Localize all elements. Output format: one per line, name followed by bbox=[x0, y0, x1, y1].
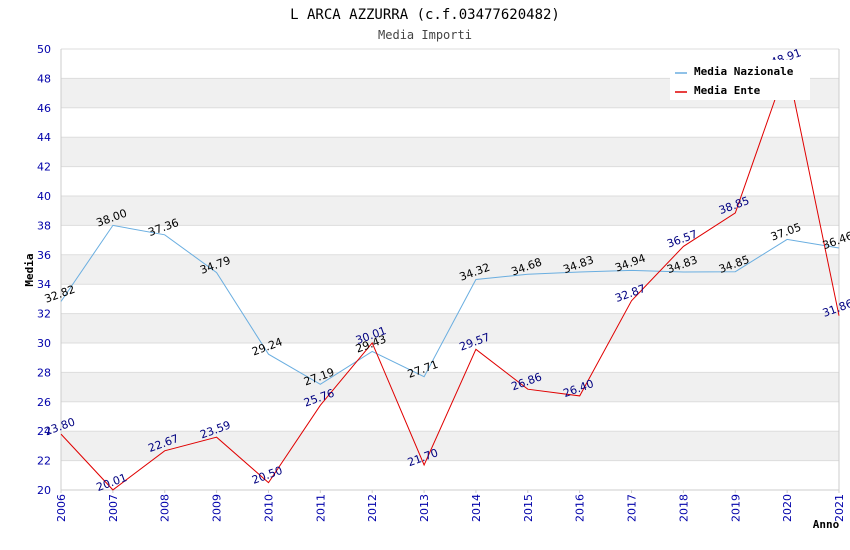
data-label: 20.01 bbox=[95, 471, 129, 494]
y-tick-label: 24 bbox=[37, 425, 51, 438]
x-tick-label: 2019 bbox=[729, 494, 742, 522]
x-tick-label: 2020 bbox=[781, 494, 794, 522]
x-tick-label: 2010 bbox=[262, 494, 275, 522]
axes bbox=[60, 49, 840, 491]
grid-band bbox=[61, 254, 839, 285]
x-tick-label: 2009 bbox=[211, 494, 224, 522]
grid-band bbox=[61, 372, 839, 402]
y-tick-label: 48 bbox=[37, 72, 51, 85]
x-tick-label: 2021 bbox=[833, 494, 846, 522]
y-tick-label: 42 bbox=[37, 161, 51, 174]
x-tick-label: 2007 bbox=[107, 494, 120, 522]
x-axis-label: Anno bbox=[813, 518, 840, 531]
x-tick-label: 2015 bbox=[522, 494, 535, 522]
series-line-media-nazionale bbox=[60, 224, 840, 385]
legend-label-media-nazionale: Media Nazionale bbox=[694, 65, 794, 78]
x-tick-label: 2012 bbox=[366, 494, 379, 522]
data-label: 20.50 bbox=[250, 464, 284, 487]
y-tick-label: 36 bbox=[37, 249, 51, 262]
x-axis-ticks: 2006 2007 2008 2009 2010 2011 2012 2013 2014 2015… bbox=[55, 490, 846, 522]
y-tick-label: 22 bbox=[37, 455, 51, 468]
y-tick-label: 20 bbox=[37, 484, 51, 497]
data-label: 36.46 bbox=[821, 229, 850, 252]
series-line-media-ente bbox=[60, 63, 840, 491]
y-tick-label: 44 bbox=[37, 131, 51, 144]
chart-subtitle: Media Importi bbox=[378, 28, 472, 42]
grid-band bbox=[61, 431, 839, 461]
x-tick-label: 2013 bbox=[418, 494, 431, 522]
legend: Media Nazionale Media Ente bbox=[670, 60, 810, 100]
legend-label-media-ente: Media Ente bbox=[694, 84, 761, 97]
x-tick-label: 2016 bbox=[574, 494, 587, 522]
grid-band bbox=[61, 137, 839, 167]
grid-bands bbox=[61, 78, 839, 461]
y-tick-label: 26 bbox=[37, 396, 51, 409]
x-tick-label: 2011 bbox=[314, 494, 327, 522]
y-tick-label: 30 bbox=[37, 337, 51, 350]
chart-title: L ARCA AZZURRA (c.f.03477620482) bbox=[290, 7, 560, 23]
y-axis-label: Media bbox=[23, 253, 36, 286]
x-tick-label: 2008 bbox=[159, 494, 172, 522]
legend-box bbox=[670, 60, 810, 100]
y-tick-label: 50 bbox=[37, 43, 51, 56]
x-tick-label: 2017 bbox=[626, 494, 639, 522]
x-tick-label: 2014 bbox=[470, 494, 483, 522]
y-axis-ticks: 20 22 24 26 28 30 32 34 36 38 40 42 44 46 48 50 bbox=[37, 43, 51, 497]
x-tick-label: 2018 bbox=[677, 494, 690, 522]
y-tick-label: 32 bbox=[37, 308, 51, 321]
series-lines bbox=[60, 63, 840, 491]
grid-band bbox=[61, 196, 839, 226]
y-tick-label: 34 bbox=[37, 278, 51, 291]
y-tick-label: 38 bbox=[37, 219, 51, 232]
y-tick-label: 28 bbox=[37, 366, 51, 379]
y-tick-label: 46 bbox=[37, 102, 51, 115]
y-tick-label: 40 bbox=[37, 190, 51, 203]
x-tick-label: 2006 bbox=[55, 494, 68, 522]
data-label: 32.87 bbox=[613, 282, 647, 305]
